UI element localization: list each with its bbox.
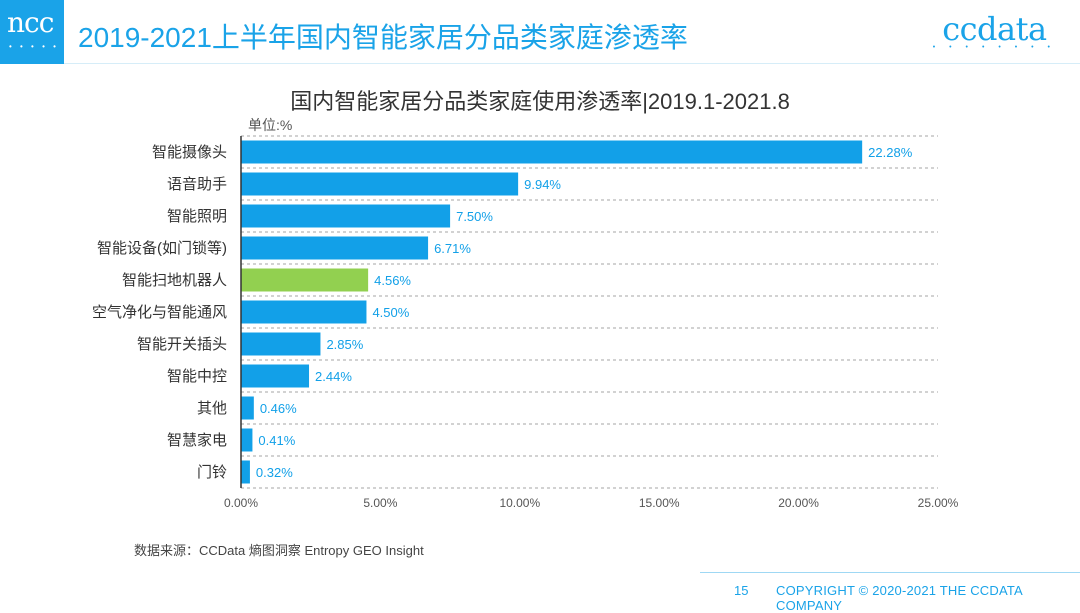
ncc-logo-dots: • • • • • xyxy=(9,42,59,51)
bar xyxy=(241,460,250,484)
bar xyxy=(241,236,429,260)
x-tick-label: 5.00% xyxy=(363,496,397,510)
value-label: 22.28% xyxy=(868,145,913,160)
value-label: 0.41% xyxy=(258,433,295,448)
ccdata-logo-text: ccdata xyxy=(942,10,1047,48)
x-tick-label: 10.00% xyxy=(499,496,540,510)
value-label: 0.46% xyxy=(260,401,297,416)
bar xyxy=(241,300,367,324)
category-label: 空气净化与智能通风 xyxy=(92,303,227,321)
category-label: 智能扫地机器人 xyxy=(122,271,227,289)
ccdata-logo: ccdata • • • • • • • • xyxy=(933,10,1056,51)
header-divider xyxy=(64,63,1080,64)
bar xyxy=(241,204,451,228)
category-label: 门铃 xyxy=(197,464,227,481)
bar xyxy=(241,268,369,292)
footer-divider xyxy=(700,572,1080,573)
bar xyxy=(241,332,321,356)
chart-unit-label: 单位:% xyxy=(248,117,293,133)
x-tick-label: 0.00% xyxy=(224,496,258,510)
x-tick-label: 20.00% xyxy=(778,496,819,510)
ccdata-logo-dots: • • • • • • • • xyxy=(932,44,1056,51)
category-label: 智能照明 xyxy=(167,207,227,225)
value-label: 6.71% xyxy=(434,241,471,256)
data-source: 数据来源：CCData 熵图洞察 Entropy GEO Insight xyxy=(134,543,424,558)
value-label: 4.56% xyxy=(374,273,411,288)
value-label: 2.44% xyxy=(315,369,352,384)
category-label: 智慧家电 xyxy=(167,431,227,449)
value-label: 7.50% xyxy=(456,209,493,224)
category-label: 其他 xyxy=(197,400,227,417)
value-label: 9.94% xyxy=(524,177,561,192)
x-tick-label: 15.00% xyxy=(639,496,680,510)
value-label: 4.50% xyxy=(372,305,409,320)
category-label: 智能开关插头 xyxy=(137,335,227,353)
category-label: 智能中控 xyxy=(167,367,227,385)
chart-title: 国内智能家居分品类家庭使用渗透率|2019.1-2021.8 xyxy=(290,89,790,114)
ncc-logo: ncc • • • • • xyxy=(0,0,64,64)
value-label: 0.32% xyxy=(256,465,293,480)
value-label: 2.85% xyxy=(326,337,363,352)
bar-chart: 智能摄像头 22.28% 语音助手 9.94% 智能照明 7.50% 智能设备(如门锁等) 6… xyxy=(92,135,959,510)
page-number: 15 xyxy=(734,583,749,598)
ncc-logo-text: ncc xyxy=(7,6,54,39)
bar xyxy=(241,364,310,388)
bar xyxy=(241,428,253,452)
category-label: 智能摄像头 xyxy=(152,143,227,161)
copyright-text: COPYRIGHT © 2020-2021 THE CCDATA COMPANY xyxy=(776,583,1023,613)
bar xyxy=(241,140,863,164)
category-label: 智能设备(如门锁等) xyxy=(97,239,227,257)
bar xyxy=(241,172,519,196)
page-title: 2019-2021上半年国内智能家居分品类家庭渗透率 xyxy=(78,22,688,53)
category-label: 语音助手 xyxy=(167,176,227,193)
x-tick-label: 25.00% xyxy=(918,496,959,510)
bar xyxy=(241,396,254,420)
